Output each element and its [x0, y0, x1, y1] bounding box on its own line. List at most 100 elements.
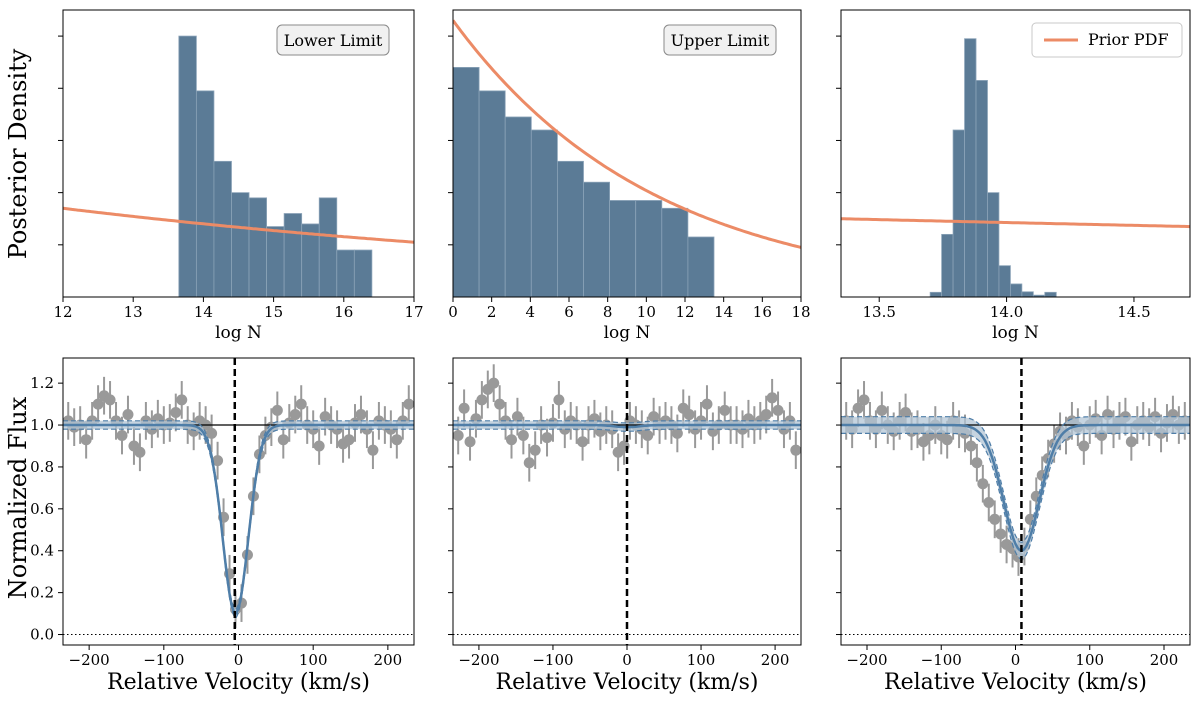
- top-right-xtick-label: 14.0: [990, 303, 1023, 321]
- bottom-right-data-point: [995, 528, 1007, 540]
- top-left-hist-bar: [336, 249, 355, 297]
- bottom-left-model-bound: [63, 428, 414, 619]
- top-middle-xtick-label: 2: [487, 303, 497, 321]
- top-right-panel: 13.5 14.0 14.5 log N Prior PDF: [836, 9, 1191, 343]
- bottom-left-ytick-label: 0.6: [30, 500, 54, 518]
- bottom-middle-data-point: [529, 444, 541, 456]
- bottom-left-ytick-label: 0.2: [30, 584, 54, 602]
- bottom-middle-plot-area: [453, 358, 801, 645]
- top-right-x-axis-label: log N: [992, 323, 1039, 343]
- bottom-middle-data-point: [523, 457, 535, 469]
- top-right-prior-curve: [841, 217, 1190, 229]
- bottom-left-data-point: [206, 427, 218, 439]
- top-middle-xtick-label: 8: [603, 303, 613, 321]
- bottom-right-xtick-label: −200: [846, 651, 887, 669]
- bottom-left-data-point: [212, 455, 224, 467]
- bottom-middle-data-point: [517, 430, 529, 442]
- bottom-middle-data-point: [760, 409, 772, 421]
- bottom-right-plot-area: [841, 358, 1190, 645]
- top-left-hist-bar: [266, 226, 285, 297]
- bottom-middle-xtick-label: 100: [687, 651, 716, 669]
- bottom-right-data-point: [977, 478, 989, 490]
- bottom-right-x-axis-label: Relative Velocity (km/s): [884, 670, 1147, 695]
- bottom-left-data-point: [403, 398, 414, 410]
- bottom-right-data-point: [965, 440, 977, 452]
- bottom-middle-data-point: [719, 404, 731, 416]
- bottom-right-data-point: [858, 394, 870, 406]
- bottom-middle-data-point: [541, 432, 553, 444]
- top-left-hist-bar: [318, 197, 338, 297]
- top-middle-xtick-label: 6: [564, 303, 574, 321]
- bottom-right-data-point: [900, 406, 912, 418]
- bottom-middle-xtick-label: 200: [761, 651, 790, 669]
- bottom-middle-data-point: [453, 430, 464, 442]
- bottom-left-data-point: [271, 404, 283, 416]
- top-left-hist-bar: [248, 197, 267, 297]
- bottom-middle-data-point: [766, 392, 778, 404]
- bottom-left-data-point: [80, 434, 92, 446]
- top-left-xtick-label: 13: [124, 303, 143, 321]
- bottom-right-model-band: [841, 416, 1190, 559]
- top-right-xtick-label: 14.5: [1117, 303, 1150, 321]
- top-left-panel: 12 13 14 15 16 17 log N Lower Limit: [53, 9, 424, 343]
- top-left-plot-area: [63, 35, 414, 297]
- bottom-left-plot-area: [63, 358, 414, 645]
- bottom-right-data-point: [983, 497, 995, 509]
- bottom-left-data-point: [391, 434, 403, 446]
- bottom-right-data-point: [852, 402, 864, 414]
- bottom-left-ytick-label: 0.8: [30, 458, 54, 476]
- top-right-hist-bar: [941, 233, 954, 297]
- bottom-left-model-bound: [63, 420, 414, 610]
- top-left-hist-bar: [195, 90, 215, 297]
- top-right-hist-bar: [952, 129, 965, 297]
- top-left-hist-bar: [231, 192, 250, 297]
- bottom-left-data-point: [319, 411, 331, 423]
- top-right-hist-bar: [964, 38, 977, 297]
- top-left-hist-bar: [178, 35, 197, 297]
- bottom-left-ytick-label: 1.2: [30, 374, 54, 392]
- top-y-axis-label: Posterior Density: [4, 48, 32, 259]
- top-middle-hist-bar: [530, 129, 558, 297]
- bottom-middle-data-point: [488, 377, 500, 389]
- bottom-left-xtick-label: −200: [69, 651, 110, 669]
- top-middle-xtick-label: 16: [753, 303, 772, 321]
- bottom-right-xtick-label: 200: [1150, 651, 1179, 669]
- top-right-hist-bar: [987, 192, 1000, 297]
- bottom-right-frame: [840, 357, 1191, 646]
- top-middle-panel: 0 2 4 6 8 10 12 14 16 18 log N Upper Limit: [448, 9, 811, 343]
- bottom-left-xtick-label: 200: [374, 651, 403, 669]
- top-left-xtick-label: 12: [53, 303, 72, 321]
- bottom-middle-data-point: [671, 427, 683, 439]
- bottom-left-ytick-label: 0.4: [30, 542, 54, 560]
- bottom-left-model-band: [63, 420, 414, 618]
- bottom-middle-data-point: [648, 411, 660, 423]
- bottom-left-data-point: [122, 409, 134, 421]
- bottom-right-model-bound: [841, 416, 1190, 543]
- bottom-y-axis-label: Normalized Flux: [4, 396, 32, 599]
- top-left-x-axis-label: log N: [215, 323, 262, 343]
- bottom-middle-data-point: [494, 398, 506, 410]
- top-middle-xtick-label: 4: [526, 303, 536, 321]
- top-middle-hist-bar: [635, 200, 663, 297]
- bottom-middle-model-bound: [453, 420, 801, 424]
- top-middle-xtick-label: 14: [714, 303, 733, 321]
- top-right-frame: [840, 9, 1191, 298]
- top-middle-hist-bar: [609, 200, 637, 297]
- bottom-middle-xtick-label: 0: [622, 651, 632, 669]
- bottom-left-panel: −200 −100 0 100 200 0.0 0.2 0.4 0.6 0.8 1.0 1.2 Rela…: [30, 357, 415, 695]
- top-left-annotation-box: [276, 24, 390, 56]
- bottom-right-data-point: [941, 434, 953, 446]
- top-left-frame: [62, 9, 415, 298]
- top-right-hist-bar: [998, 265, 1011, 297]
- top-middle-hist-bar: [504, 116, 532, 297]
- top-left-hist-bar: [283, 213, 303, 297]
- top-right-legend-box: [1031, 22, 1183, 58]
- bottom-left-data-point: [176, 394, 188, 406]
- bottom-right-data-point: [1078, 440, 1090, 452]
- top-middle-x-axis-label: log N: [604, 323, 651, 343]
- bottom-left-data-point: [313, 440, 325, 452]
- bottom-left-data-point: [92, 398, 104, 410]
